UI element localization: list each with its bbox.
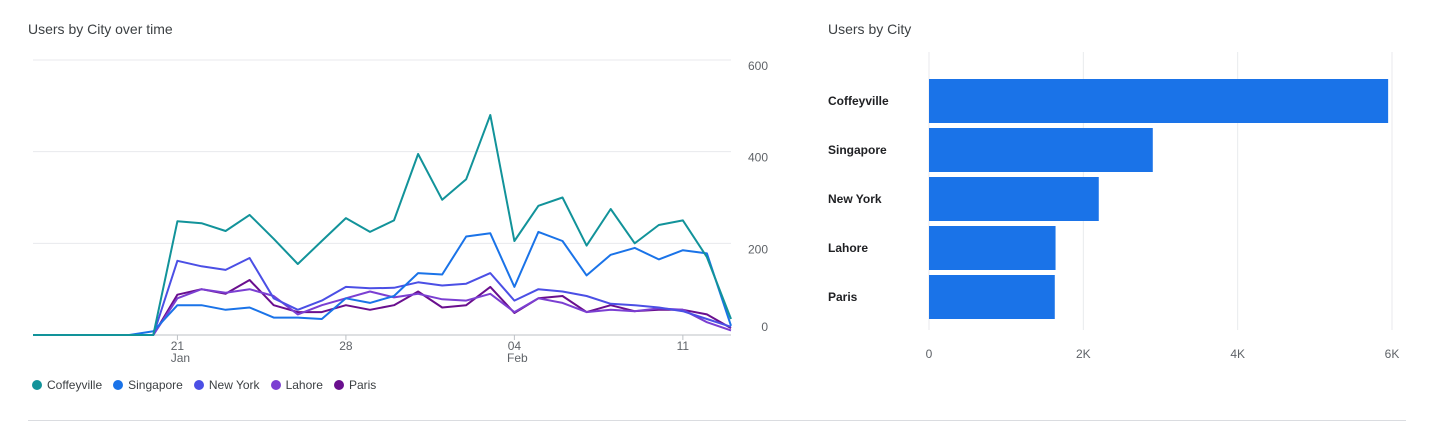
x-tick-label: 6K <box>1385 347 1400 361</box>
category-label: Lahore <box>828 241 868 255</box>
category-label: Singapore <box>828 143 887 157</box>
x-tick-label: 21 <box>171 339 185 353</box>
bar-coffeyville <box>929 79 1389 123</box>
category-label: Paris <box>828 290 858 304</box>
category-label: Coffeyville <box>828 94 889 108</box>
legend-label: Singapore <box>128 378 183 392</box>
legend-item-lahore[interactable]: Lahore <box>270 378 323 392</box>
x-tick-label: 11 <box>677 339 690 353</box>
legend-label: Coffeyville <box>47 378 103 392</box>
x-tick-label: 0 <box>926 347 933 361</box>
bar-new-york <box>929 177 1099 221</box>
bar-chart[interactable]: 0 2K 4K 6K Coffeyville Singapore New York Lahor… <box>0 0 1430 370</box>
bar-lahore <box>929 226 1056 270</box>
x-tick-label: 4K <box>1230 347 1245 361</box>
y-tick-label: 400 <box>748 151 768 165</box>
line-chart-title: Users by City over time <box>28 21 173 37</box>
series-line-coffeyville <box>33 114 732 336</box>
bar-paris <box>929 275 1055 319</box>
legend-label: New York <box>208 378 260 392</box>
bar-singapore <box>929 128 1153 172</box>
x-tick-label: 04 <box>508 339 522 353</box>
x-tick-label: 2K <box>1076 347 1091 361</box>
y-tick-label: 600 <box>748 59 768 73</box>
category-label: New York <box>828 192 882 206</box>
legend-swatch <box>270 380 281 390</box>
y-tick-label: 200 <box>748 242 768 256</box>
card-divider <box>28 420 1406 421</box>
legend-swatch <box>32 380 42 390</box>
legend-swatch <box>113 380 124 390</box>
x-tick-sublabel: Feb <box>507 351 528 365</box>
x-tick-label: 28 <box>339 339 353 353</box>
line-chart-legend: Coffeyville Singapore New York Lahore Paris <box>32 378 376 392</box>
legend-item-new-york[interactable]: New York <box>193 378 260 392</box>
legend-label: Lahore <box>285 378 323 392</box>
legend-swatch <box>333 380 344 390</box>
bar-chart-title: Users by City <box>828 21 912 37</box>
legend-item-coffeyville[interactable]: Coffeyville <box>32 378 102 392</box>
series-line-singapore <box>33 230 732 336</box>
y-tick-label: 0 <box>761 320 768 334</box>
x-tick-sublabel: Jan <box>171 351 190 365</box>
legend-label: Paris <box>348 378 377 392</box>
legend-item-singapore[interactable]: Singapore <box>113 378 183 392</box>
legend-swatch <box>193 380 204 390</box>
legend-item-paris[interactable]: Paris <box>333 378 377 392</box>
